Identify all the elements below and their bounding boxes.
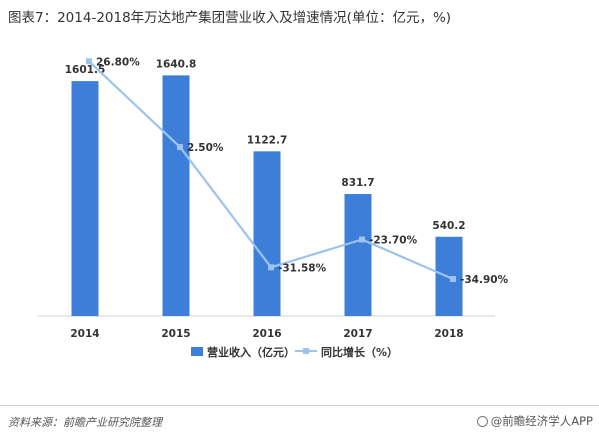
legend-line-label: 同比增长（%） (321, 345, 398, 359)
footer-divider (0, 405, 599, 406)
growth-point-2016 (268, 264, 274, 271)
growth-point-2017 (359, 236, 365, 243)
growth-label-2014: 26.80% (96, 56, 140, 68)
growth-label-2016: -31.58% (278, 262, 327, 274)
growth-point-2015 (177, 144, 183, 151)
growth-label-2015: 2.50% (187, 142, 224, 154)
x-tick-2016: 2016 (252, 328, 281, 340)
chart-title: 图表7：2014-2018年万达地产集团营业收入及增速情况(单位：亿元，%) (8, 10, 452, 26)
bar-2017 (344, 194, 372, 316)
legend-line-marker (303, 348, 309, 354)
growth-point-2014 (86, 58, 92, 65)
x-tick-2017: 2017 (343, 328, 372, 340)
bar-2015 (162, 75, 190, 316)
bar-2014 (71, 81, 99, 316)
x-tick-2015: 2015 (161, 328, 190, 340)
bar-label-2016: 1122.7 (247, 134, 288, 146)
bar-label-2017: 831.7 (341, 177, 374, 189)
legend-bar-label: 营业收入（亿元） (207, 345, 295, 359)
x-tick-2014: 2014 (70, 328, 99, 340)
x-tick-2018: 2018 (434, 328, 463, 340)
bar-label-2015: 1640.8 (156, 58, 197, 70)
growth-label-2018: -34.90% (460, 274, 509, 286)
bar-label-2018: 540.2 (432, 220, 465, 232)
brand-logo-icon (476, 416, 488, 427)
growth-label-2017: -23.70% (369, 234, 418, 246)
brand-tag: @前瞻经济学人APP (476, 413, 593, 429)
brand-text: @前瞻经济学人APP (490, 414, 593, 428)
growth-point-2018 (450, 276, 456, 283)
bar-2016 (253, 151, 281, 316)
source-note: 资料来源：前瞻产业研究院整理 (8, 416, 162, 429)
legend-bar-swatch (191, 347, 203, 356)
